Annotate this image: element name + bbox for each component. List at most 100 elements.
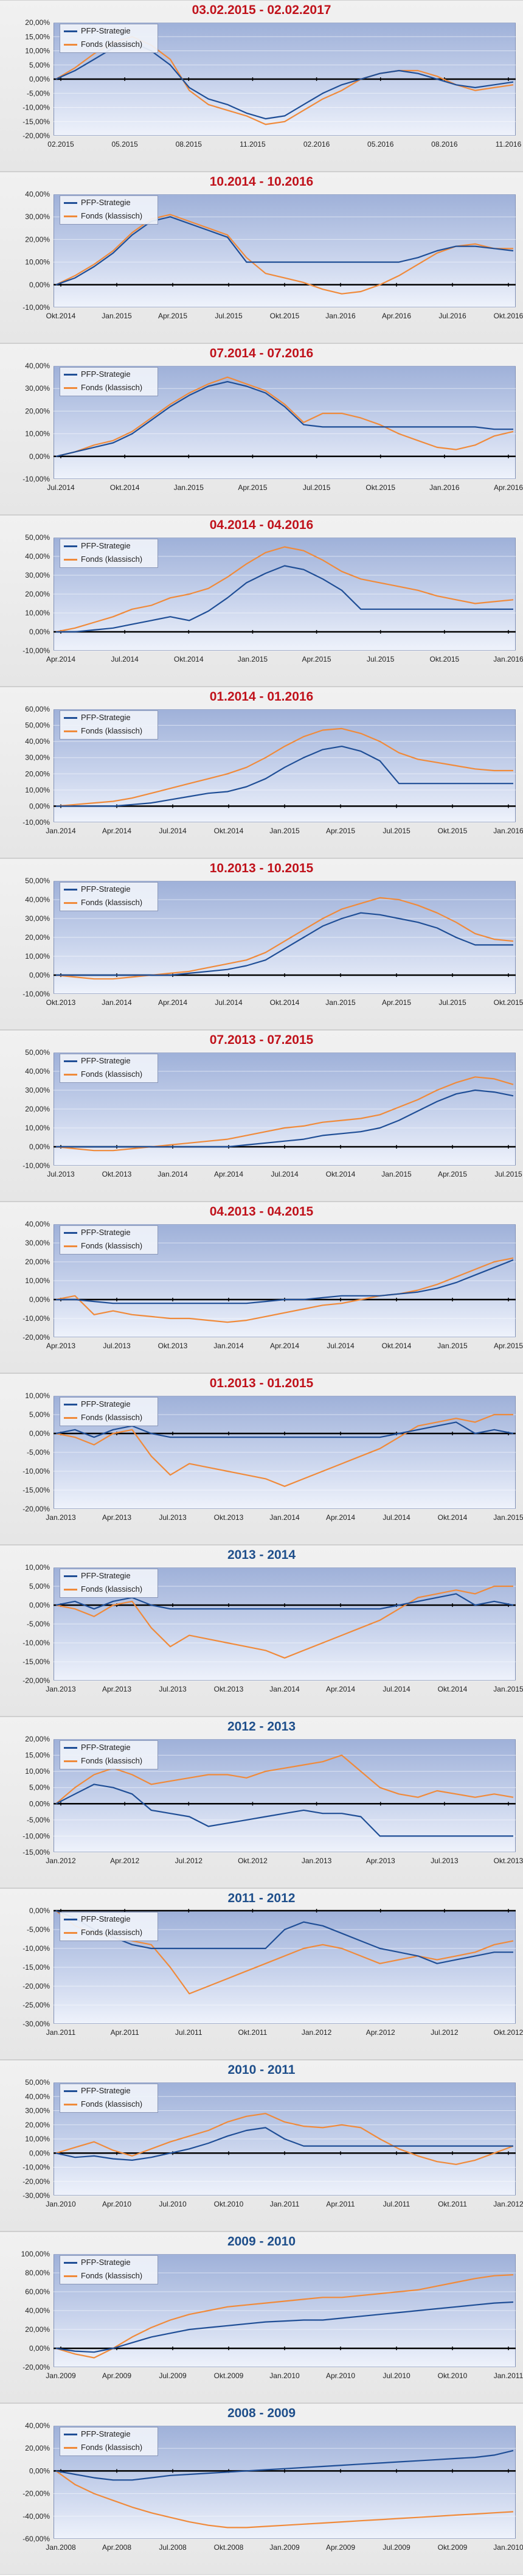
y-tick-label: 40,00% xyxy=(25,362,50,370)
legend-label: Fonds (klassisch) xyxy=(81,1413,143,1422)
y-tick-label: -5,00% xyxy=(27,1925,50,1934)
y-tick-label: -5,00% xyxy=(27,89,50,97)
x-tick-label: Jul.2013 xyxy=(47,1170,75,1178)
chart-panel: 10.2013 - 10.2015 50,00% 40,00% 30,00% 20,00… xyxy=(0,858,523,1030)
x-tick-label: Okt.2014 xyxy=(174,655,204,663)
y-tick-label: 50,00% xyxy=(25,721,50,730)
y-tick-label: -30,00% xyxy=(23,2191,50,2200)
legend-item-fund: Fonds (klassisch) xyxy=(60,896,158,909)
x-tick-label: Jul.2014 xyxy=(159,827,187,835)
y-tick-label: 10,00% xyxy=(25,1276,50,1285)
x-tick-label: Jul.2015 xyxy=(494,1170,522,1178)
chart-panel: 01.2013 - 01.2015 10,00% 5,00% 0,00% -5,00% -… xyxy=(0,1373,523,1545)
x-tick-label: Apr.2014 xyxy=(326,1513,355,1522)
legend-swatch xyxy=(64,559,77,561)
legend-label: Fonds (klassisch) xyxy=(81,2271,143,2280)
legend-swatch xyxy=(64,1919,77,1920)
x-tick-label: Okt.2011 xyxy=(438,2200,467,2208)
chart-legend: PFP-Strategie Fonds (klassisch) xyxy=(60,1569,158,1598)
y-tick-label: 0,00% xyxy=(29,1295,50,1304)
y-tick-label: -20,00% xyxy=(23,2363,50,2371)
x-tick-label: Okt.2014 xyxy=(110,483,140,492)
y-tick-label: 40,00% xyxy=(25,2421,50,2430)
x-tick-label: Apr.2011 xyxy=(111,2028,139,2037)
y-tick-label: 40,00% xyxy=(25,1220,50,1228)
x-tick-label: Okt.2014 xyxy=(438,1685,468,1693)
series-line-fund xyxy=(55,1257,514,1323)
legend-item-fund: Fonds (klassisch) xyxy=(60,38,158,51)
x-tick-label: Jul.2016 xyxy=(438,312,466,320)
legend-label: PFP-Strategie xyxy=(81,541,131,550)
x-tick-label: Jan.2015 xyxy=(493,1513,523,1522)
chart-legend: PFP-Strategie Fonds (klassisch) xyxy=(60,1912,158,1941)
x-tick-label: Jul.2014 xyxy=(327,1342,355,1350)
x-tick-label: Jan.2012 xyxy=(302,2028,332,2037)
y-tick-label: 0,00% xyxy=(29,1143,50,1151)
x-tick-label: Jul.2012 xyxy=(175,1857,203,1865)
legend-item-fund: Fonds (klassisch) xyxy=(60,1926,158,1939)
y-tick-label: -40,00% xyxy=(23,2512,50,2521)
legend-label: PFP-Strategie xyxy=(81,198,131,207)
chart-svg: 50,00% 40,00% 30,00% 20,00% 10,00% 0,00% -10,0… xyxy=(23,1048,522,1178)
legend-item-fund: Fonds (klassisch) xyxy=(60,724,158,738)
legend-item-strategy: PFP-Strategie xyxy=(60,2256,158,2269)
y-tick-label: 0,00% xyxy=(29,1601,50,1609)
x-tick-label: Okt.2013 xyxy=(214,1513,244,1522)
x-tick-label: Okt.2010 xyxy=(214,2200,244,2208)
legend-label: Fonds (klassisch) xyxy=(81,40,143,49)
y-tick-label: -10,00% xyxy=(23,1832,50,1840)
chart-title: 07.2014 - 07.2016 xyxy=(209,346,314,360)
legend-item-strategy: PFP-Strategie xyxy=(60,1054,158,1068)
x-tick-label: Apr.2015 xyxy=(158,312,187,320)
y-tick-label: 20,00% xyxy=(25,933,50,942)
legend-item-strategy: PFP-Strategie xyxy=(60,1226,158,1239)
series-line-strategy xyxy=(55,380,513,457)
chart-title: 2011 - 2012 xyxy=(227,1891,296,1905)
x-tick-label: Okt.2012 xyxy=(238,1857,268,1865)
y-tick-label: -15,00% xyxy=(23,1486,50,1494)
x-tick-label: Jan.2015 xyxy=(269,827,300,835)
legend-item-strategy: PFP-Strategie xyxy=(60,1741,158,1754)
legend-label: PFP-Strategie xyxy=(81,1399,131,1409)
x-tick-label: Jul.2015 xyxy=(438,998,466,1007)
y-tick-label: 40,00% xyxy=(25,2306,50,2315)
chart-legend: PFP-Strategie Fonds (klassisch) xyxy=(60,24,158,53)
x-tick-label: Okt.2011 xyxy=(238,2028,268,2037)
x-tick-label: Apr.2009 xyxy=(326,2543,355,2552)
legend-item-fund: Fonds (klassisch) xyxy=(60,1754,158,1768)
y-tick-label: 0,00% xyxy=(29,1906,50,1915)
x-tick-label: Jul.2009 xyxy=(383,2543,410,2552)
x-tick-label: Jan.2015 xyxy=(381,1170,412,1178)
y-tick-label: -10,00% xyxy=(23,1639,50,1647)
legend-item-strategy: PFP-Strategie xyxy=(60,711,158,724)
legend-swatch xyxy=(64,545,77,547)
series-line-strategy xyxy=(56,565,513,633)
legend-label: PFP-Strategie xyxy=(81,1914,131,1923)
chart-svg: 40,00%30,00%20,00%10,00%0,00%-10,00%Okt.… xyxy=(23,190,523,320)
x-tick-label: Jan.2014 xyxy=(213,1342,244,1350)
x-tick-label: 08.2015 xyxy=(176,140,203,149)
legend-swatch xyxy=(64,1232,77,1234)
chart-legend: PFP-Strategie Fonds (klassisch) xyxy=(60,2427,158,2456)
legend-label: PFP-Strategie xyxy=(81,2086,131,2095)
chart-svg: 50,00% 40,00% 30,00% 20,00% 10,00% 0,00% -10,0… xyxy=(23,877,523,1007)
y-tick-label: -10,00% xyxy=(23,1467,50,1475)
y-tick-label: 0,00% xyxy=(29,452,50,461)
x-tick-label: Okt.2013 xyxy=(494,1857,523,1865)
chart-title: 01.2013 - 01.2015 xyxy=(209,1376,314,1390)
x-tick-label: 05.2016 xyxy=(367,140,394,149)
y-tick-label: 20,00% xyxy=(25,2121,50,2129)
legend-label: PFP-Strategie xyxy=(81,1228,131,1237)
series-line-fund xyxy=(55,2470,514,2529)
legend-label: PFP-Strategie xyxy=(81,713,131,722)
chart-panel: 04.2014 - 04.2016 50,00% 40,00% 30,00% 20,00… xyxy=(0,515,523,687)
x-tick-label: Jul.2011 xyxy=(175,2028,203,2037)
series-line-strategy xyxy=(56,1089,514,1148)
x-tick-label: Jul.2008 xyxy=(159,2543,187,2552)
legend-swatch xyxy=(64,1417,77,1419)
y-tick-label: -60,00% xyxy=(23,2535,50,2543)
legend-swatch xyxy=(64,215,77,217)
x-tick-label: Jul.2014 xyxy=(271,1170,299,1178)
legend-label: Fonds (klassisch) xyxy=(81,2099,143,2109)
